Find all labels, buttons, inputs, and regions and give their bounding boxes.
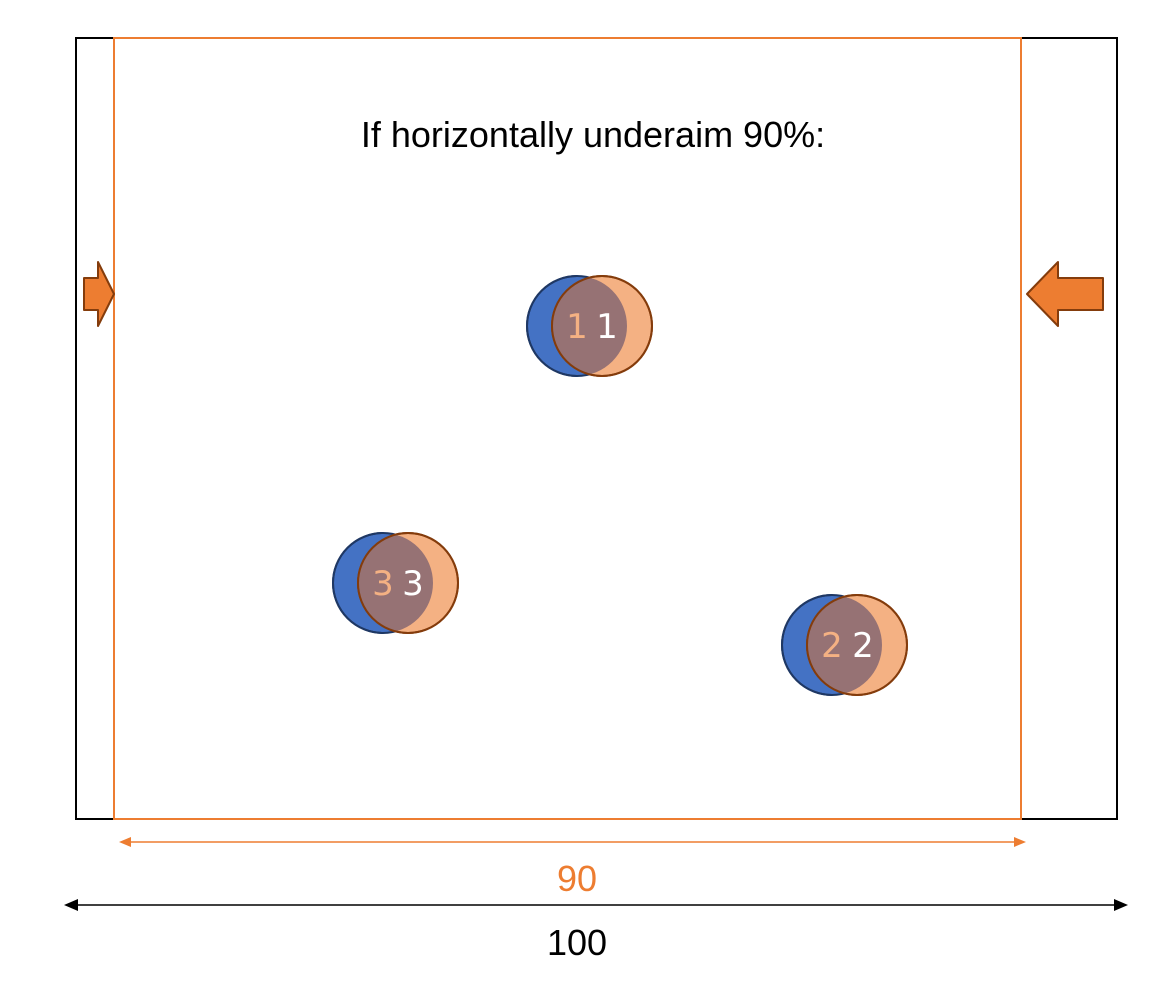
original-label-1: 1 (566, 307, 588, 347)
arrowhead-left-icon (119, 837, 131, 847)
overlap-region-2 (807, 595, 882, 695)
shifted-label-3: 3 (402, 564, 424, 604)
arrowhead-right-icon (1014, 837, 1026, 847)
original-target-edge-3 (332, 532, 384, 634)
overlap-region-3 (358, 533, 433, 633)
inner-width-label: 90 (557, 858, 597, 899)
arrow-left-icon (1026, 261, 1104, 327)
target-pair-1: 1 1 (526, 275, 653, 377)
shifted-target-outline-2 (806, 594, 908, 696)
inner-width-dimension (119, 837, 1026, 847)
outer-width-dimension (64, 899, 1128, 911)
inner-frame (113, 37, 1022, 820)
original-target-edge-2 (781, 594, 833, 696)
outer-frame (75, 37, 1118, 820)
shifted-target-outline-1 (551, 275, 653, 377)
shifted-target-outline-3 (357, 532, 459, 634)
original-target-edge-1 (526, 275, 578, 377)
outer-width-label: 100 (547, 922, 607, 963)
overlap-region-1 (552, 276, 627, 376)
diagram-title: If horizontally underaim 90%: (361, 114, 825, 155)
arrowhead-left-icon (64, 899, 78, 911)
arrowhead-right-icon (1114, 899, 1128, 911)
shifted-label-2: 2 (852, 626, 874, 666)
original-label-3: 3 (372, 564, 394, 604)
original-label-2: 2 (821, 626, 843, 666)
arrow-right-icon (83, 261, 115, 327)
target-pair-2: 2 2 (781, 594, 908, 696)
target-pair-3: 3 3 (332, 532, 459, 634)
shifted-label-1: 1 (596, 307, 618, 347)
